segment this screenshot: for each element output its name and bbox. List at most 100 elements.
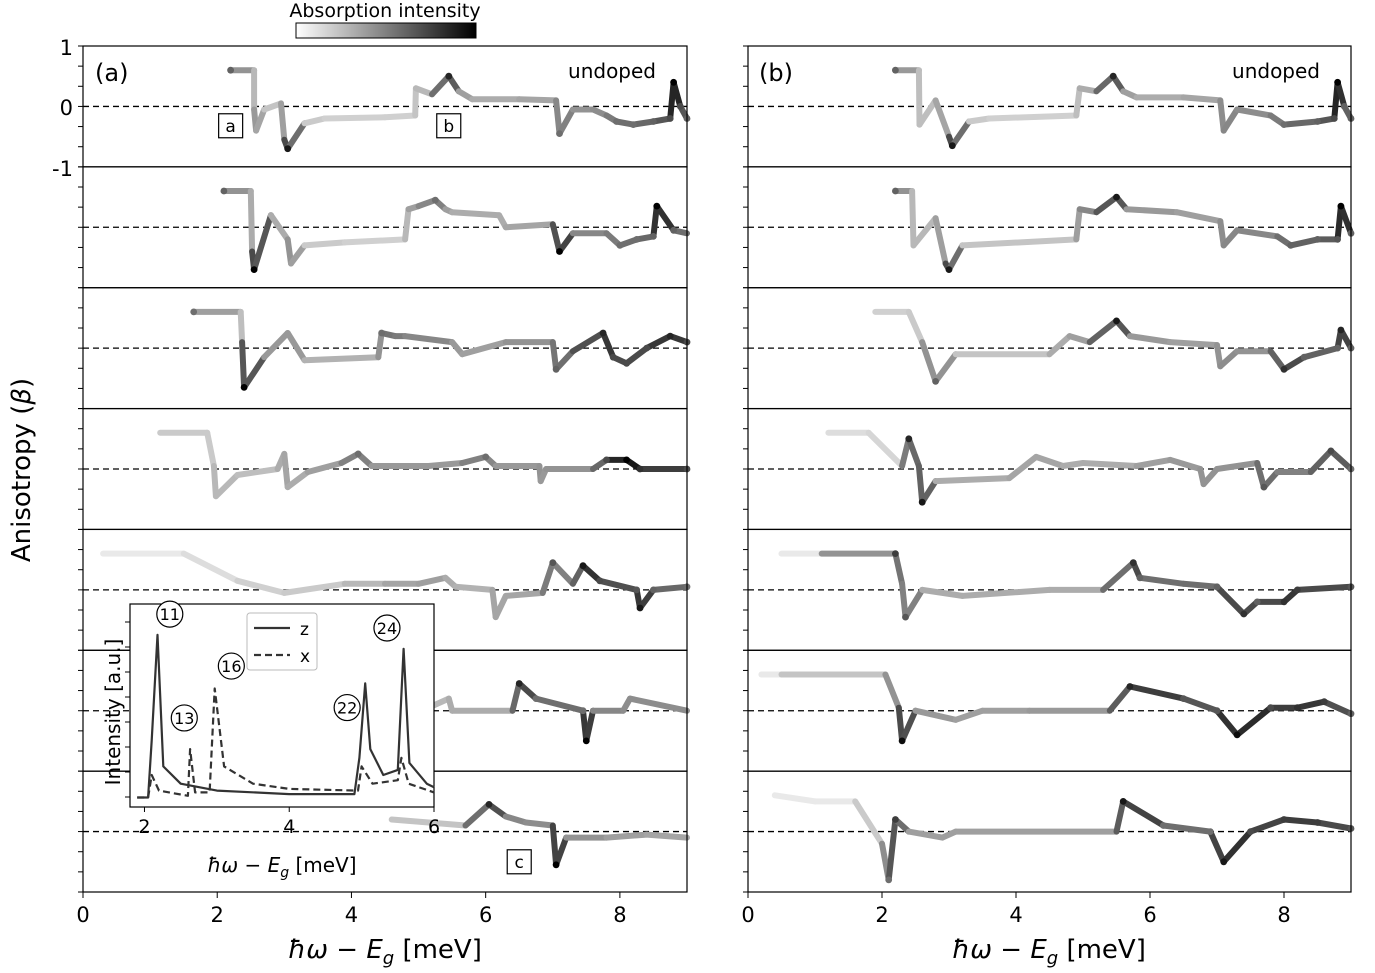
xtick-label-2: 2 bbox=[875, 903, 888, 927]
anisotropy-curve-segment bbox=[1126, 683, 1187, 702]
anisotropy-curve-segment bbox=[321, 114, 388, 122]
anisotropy-curve-segment bbox=[653, 203, 677, 234]
anisotropy-curve-segment bbox=[932, 215, 949, 267]
data-point bbox=[1314, 118, 1321, 125]
data-point bbox=[603, 456, 610, 464]
ytick-label-1: 1 bbox=[60, 36, 73, 60]
data-point bbox=[636, 465, 644, 473]
anisotropy-curve-segment bbox=[1173, 209, 1224, 225]
peak-marker-circle bbox=[170, 704, 198, 732]
anisotropy-curve-segment bbox=[569, 562, 586, 587]
anisotropy-curve-segment bbox=[909, 188, 917, 249]
x-axis-label-a: ħω − Eg [meV] bbox=[288, 935, 482, 969]
data-point bbox=[532, 695, 540, 702]
xtick-label-8: 8 bbox=[613, 903, 626, 927]
data-point bbox=[378, 329, 385, 337]
xtick-label-6: 6 bbox=[479, 903, 492, 927]
data-point bbox=[190, 308, 198, 316]
data-point bbox=[227, 66, 235, 74]
anisotropy-curve-segment bbox=[600, 330, 617, 361]
data-point bbox=[1280, 121, 1288, 128]
anisotropy-curve-segment bbox=[210, 463, 219, 500]
data-point bbox=[1119, 798, 1127, 805]
colorbar-label: Absorption intensity bbox=[289, 0, 480, 22]
anisotropy-curve-segment bbox=[1093, 194, 1120, 216]
anisotropy-curve-segment bbox=[1337, 327, 1354, 352]
data-point bbox=[1334, 236, 1341, 243]
anisotropy-curve-segment bbox=[1136, 574, 1187, 587]
anisotropy-curve-segment bbox=[902, 586, 926, 621]
anisotropy-curve-segment bbox=[1106, 683, 1133, 714]
anisotropy-curve-segment bbox=[281, 450, 291, 491]
data-point bbox=[1260, 483, 1268, 491]
anisotropy-curve-segment bbox=[509, 680, 523, 714]
panel-a-subplot-3 bbox=[78, 287, 691, 410]
data-point bbox=[623, 359, 630, 367]
x-axis-label-b: ħω − Eg [meV] bbox=[952, 935, 1146, 969]
anisotropy-curve-segment bbox=[986, 112, 1080, 122]
xtick-label-4: 4 bbox=[345, 903, 358, 927]
anisotropy-curve-segment bbox=[301, 115, 328, 127]
anisotropy-curve-segment bbox=[1167, 456, 1204, 472]
anisotropy-curve-segment bbox=[1033, 453, 1066, 469]
data-point bbox=[1280, 598, 1288, 606]
anisotropy-curve-segment bbox=[1167, 339, 1220, 349]
anisotropy-curve-segment bbox=[949, 118, 973, 149]
anisotropy-curve-segment bbox=[1073, 206, 1083, 243]
anisotropy-curve-segment bbox=[241, 354, 268, 391]
panel-a-subplot-2 bbox=[78, 166, 690, 289]
inset-legend: z x bbox=[246, 612, 318, 671]
data-point bbox=[948, 142, 956, 150]
panel-b-subplot-6 bbox=[743, 649, 1355, 772]
data-point bbox=[670, 78, 677, 86]
anisotropy-curve-segment bbox=[1234, 704, 1274, 738]
anisotropy-curve-segment bbox=[1120, 798, 1167, 829]
data-point bbox=[609, 353, 617, 361]
anisotropy-curve-segment bbox=[1294, 698, 1328, 711]
data-point bbox=[892, 550, 899, 557]
panel-b-subplot-2 bbox=[743, 166, 1355, 289]
anisotropy-curve-segment bbox=[1217, 348, 1241, 370]
data-point bbox=[1126, 683, 1134, 690]
anisotropy-curve-segment bbox=[650, 583, 690, 593]
anisotropy-curve-segment bbox=[915, 67, 923, 128]
anisotropy-curve-segment bbox=[623, 345, 650, 367]
data-point bbox=[1334, 78, 1341, 86]
data-point bbox=[670, 226, 677, 234]
data-point bbox=[220, 187, 228, 195]
anisotropy-curve-segment bbox=[502, 589, 546, 599]
anisotropy-curve-segment bbox=[1281, 816, 1321, 826]
data-point bbox=[1109, 72, 1117, 80]
data-point bbox=[892, 816, 899, 823]
anisotropy-curve-segment bbox=[212, 472, 241, 500]
data-point bbox=[1294, 704, 1301, 712]
data-point bbox=[650, 118, 657, 125]
anisotropy-curve-segment bbox=[486, 801, 509, 820]
data-point bbox=[579, 562, 587, 570]
anisotropy-curve-segment bbox=[239, 339, 248, 391]
anisotropy-curve-segment bbox=[932, 97, 952, 140]
panel-a-label: (a) bbox=[95, 59, 128, 87]
anisotropy-curve-segment bbox=[278, 100, 288, 143]
data-point bbox=[1136, 574, 1144, 582]
anisotropy-curve-segment bbox=[1126, 333, 1174, 346]
anisotropy-curve-segment bbox=[966, 115, 993, 125]
inset-xtick-label-6: 6 bbox=[428, 816, 440, 838]
data-point bbox=[482, 453, 490, 461]
anisotropy-curve-segment bbox=[892, 550, 906, 587]
anisotropy-curve-segment bbox=[627, 695, 690, 714]
anisotropy-curve-segment bbox=[1307, 447, 1334, 475]
anisotropy-curve-segment bbox=[1301, 345, 1341, 361]
ytick-label-minus-1: -1 bbox=[52, 157, 73, 181]
anisotropy-curve-segment bbox=[905, 435, 922, 469]
anisotropy-curve-segment bbox=[429, 73, 452, 98]
anisotropy-curve-segment bbox=[1314, 819, 1354, 832]
data-point bbox=[582, 737, 590, 745]
anisotropy-curve-segment bbox=[771, 792, 818, 805]
anisotropy-curve-segment bbox=[1133, 456, 1174, 469]
boxed-label-frame bbox=[218, 113, 244, 139]
data-point bbox=[636, 604, 644, 612]
data-point bbox=[1330, 115, 1338, 122]
xtick-label-6: 6 bbox=[1143, 903, 1156, 927]
